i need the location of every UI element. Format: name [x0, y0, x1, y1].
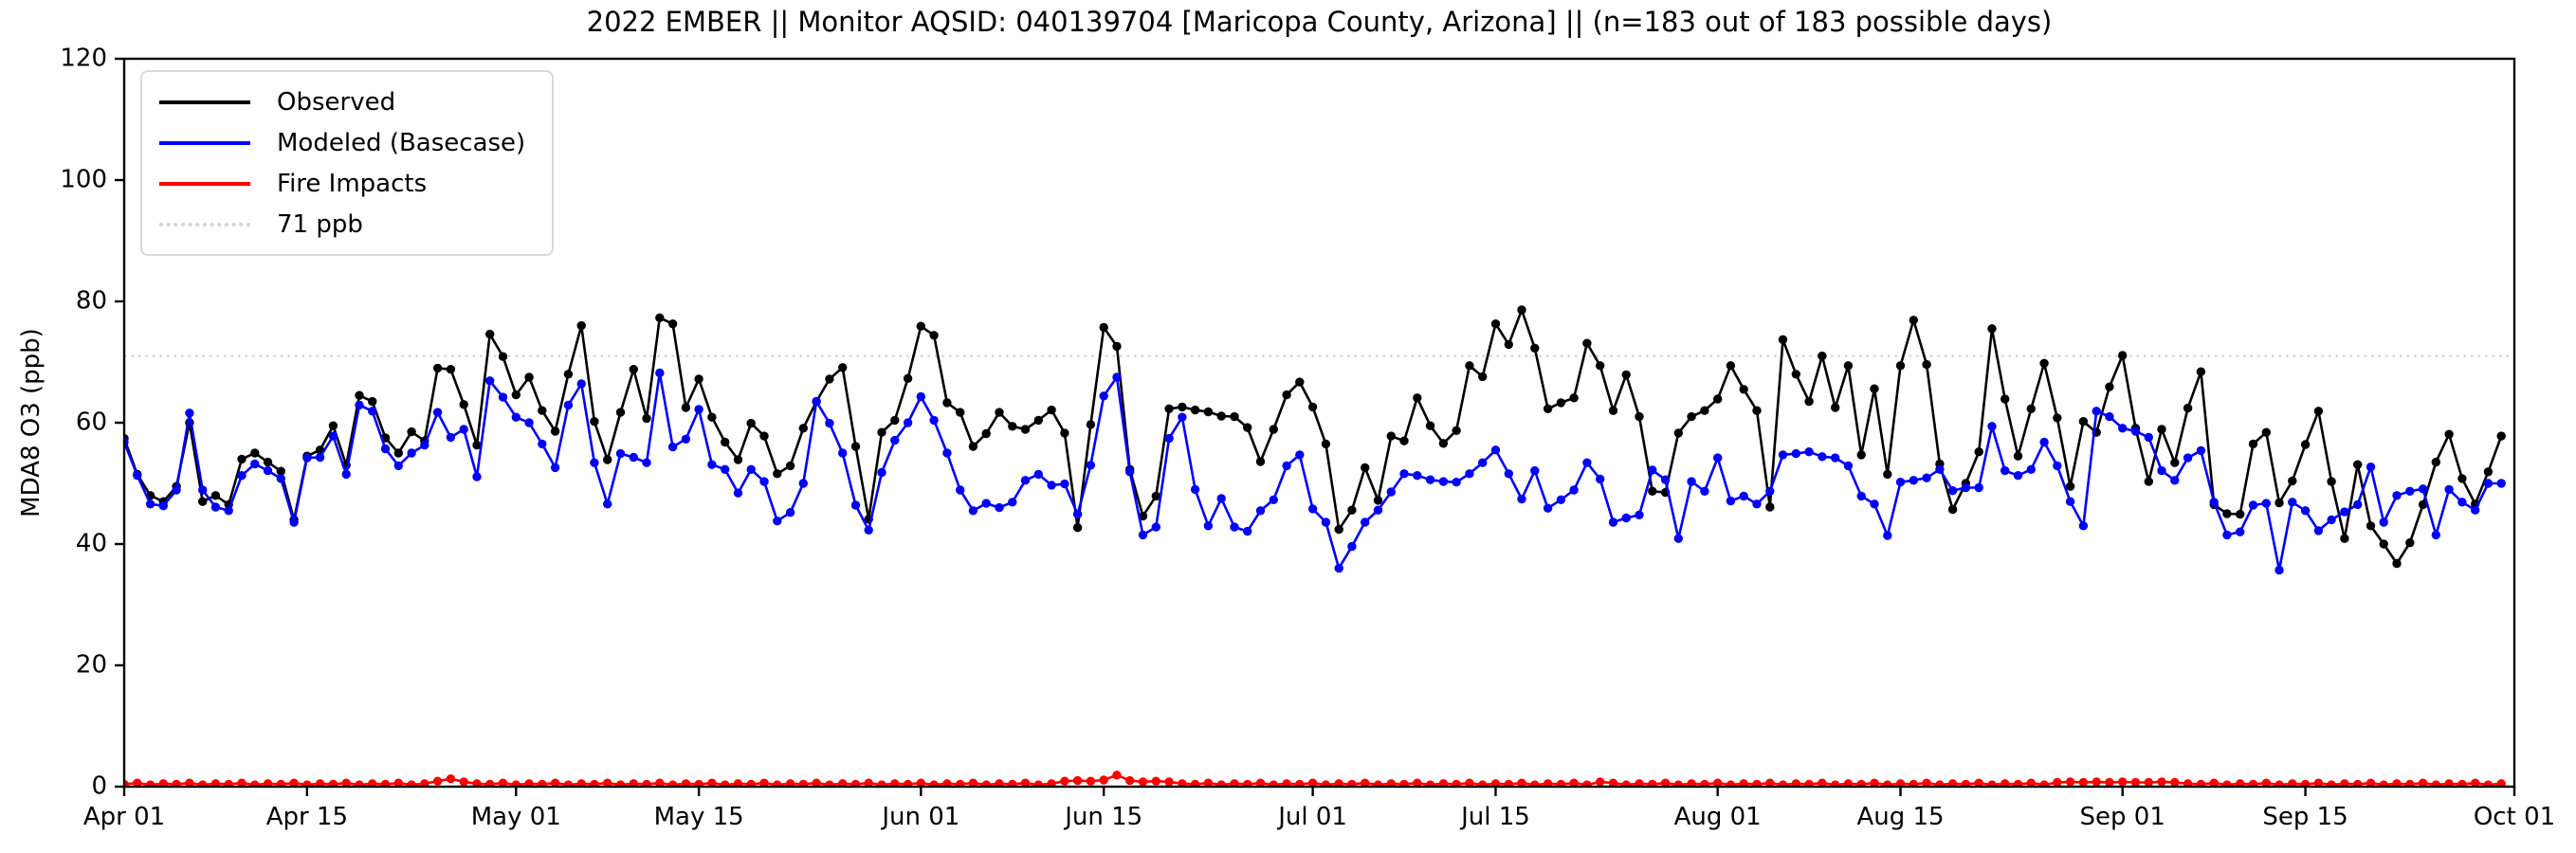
fire-series-markers: [124, 771, 2506, 787]
legend-label-threshold: 71 ppb: [277, 209, 363, 239]
y-tick-label: 0: [91, 772, 107, 801]
x-tick-label: Sep 15: [2262, 803, 2348, 831]
legend-label-fire: Fire Impacts: [277, 169, 428, 198]
x-tick-label: Jun 01: [880, 803, 959, 831]
threshold-line-sample-icon: [159, 222, 250, 227]
legend-label-modeled: Modeled (Basecase): [277, 128, 526, 157]
legend-label-observed: Observed: [277, 87, 396, 117]
x-tick-label: Jun 15: [1063, 803, 1142, 831]
chart-title: 2022 EMBER || Monitor AQSID: 040139704 […: [586, 6, 2053, 38]
x-tick-label: Apr 15: [266, 803, 348, 831]
x-tick-label: Aug 15: [1856, 803, 1944, 831]
modeled-line-sample-icon: [159, 140, 250, 145]
legend-item-threshold: 71 ppb: [159, 204, 525, 245]
x-tick-label: Aug 01: [1674, 803, 1762, 831]
x-tick-label: May 15: [654, 803, 744, 831]
fire-line-sample-icon: [159, 181, 250, 186]
x-tick-label: Jul 15: [1459, 803, 1530, 831]
legend-item-fire: Fire Impacts: [159, 163, 525, 204]
x-tick-label: Sep 01: [2080, 803, 2165, 831]
plot-frame: [122, 57, 2516, 789]
x-tick-label: May 01: [471, 803, 561, 831]
y-tick-label: 20: [76, 651, 107, 680]
legend: Observed Modeled (Basecase) Fire Impacts…: [140, 70, 555, 256]
observed-line-sample-icon: [159, 100, 250, 104]
y-tick-label: 40: [76, 530, 107, 558]
x-tick-label: Jul 01: [1276, 803, 1347, 831]
x-tick-label: Oct 01: [2474, 803, 2555, 831]
y-tick-label: 120: [60, 45, 107, 73]
y-tick-label: 80: [76, 287, 107, 316]
modeled-series-markers: [124, 368, 2506, 575]
legend-item-observed: Observed: [159, 82, 525, 122]
x-tick-label: Apr 01: [83, 803, 165, 831]
y-tick-label: 60: [76, 408, 107, 437]
y-tick-label: 100: [60, 166, 107, 194]
legend-item-modeled: Modeled (Basecase): [159, 122, 525, 163]
